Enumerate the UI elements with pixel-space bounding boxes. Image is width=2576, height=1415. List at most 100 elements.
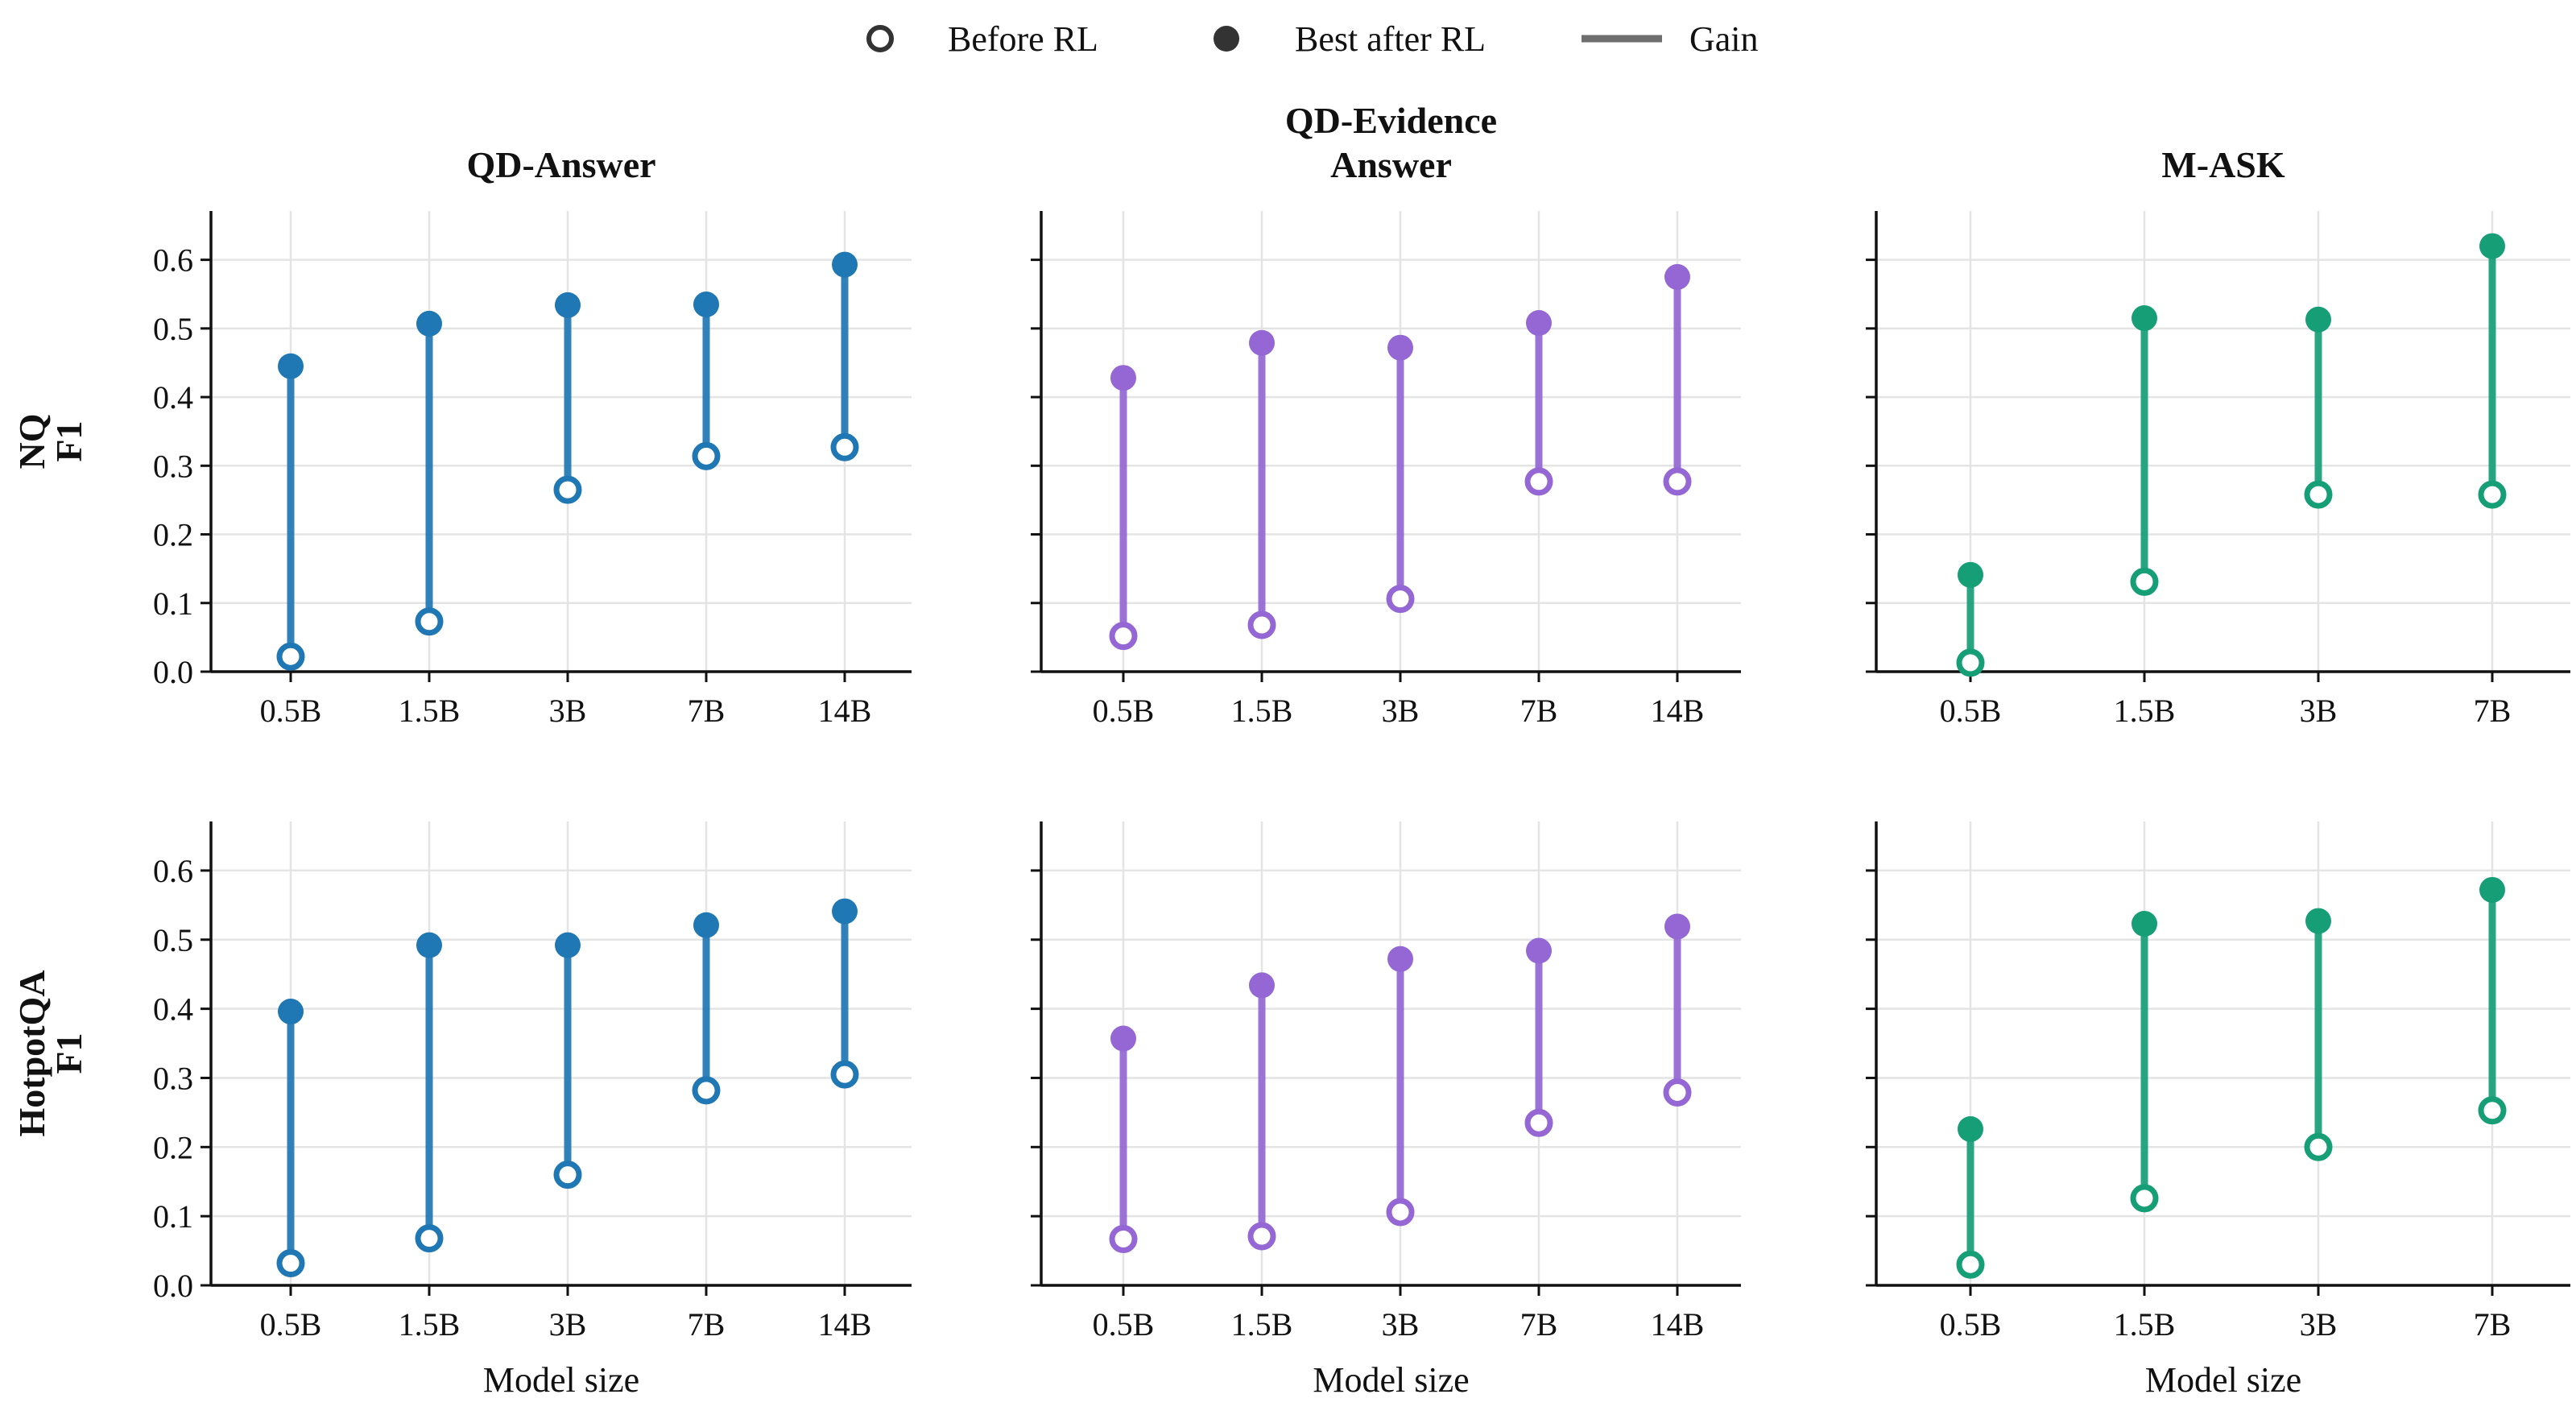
before-rl-point-3b [2304, 1132, 2333, 1161]
best-after-rl-point-1-5b [2132, 305, 2157, 332]
x-tick-label: 0.5B [1940, 693, 2002, 729]
best-after-rl-point-14b [832, 898, 858, 925]
y-tick-label: 0.1 [153, 585, 193, 622]
legend-filled-circle-icon [1214, 26, 1239, 52]
x-tick-label: 7B [1520, 1306, 1558, 1343]
before-rl-point-3b [1386, 585, 1415, 614]
before-rl-point-0-5b [1956, 1250, 1985, 1279]
before-rl-point-1-5b [2130, 567, 2159, 596]
y-tick-label: 0.3 [153, 1060, 193, 1096]
x-tick-label: 1.5B [1231, 1306, 1293, 1343]
x-tick-label: 3B [549, 1306, 587, 1343]
before-rl-point-1-5b [415, 1224, 444, 1253]
best-after-rl-point-7b [693, 292, 719, 318]
before-rl-point-0-5b [1109, 622, 1138, 651]
y-tick-label: 0.6 [153, 853, 193, 889]
best-after-rl-point-14b [1664, 913, 1690, 940]
before-rl-point-14b [830, 1060, 859, 1089]
best-after-rl-point-7b [2479, 233, 2505, 259]
y-tick-label: 0.5 [153, 922, 193, 958]
before-rl-point-0-5b [276, 1249, 305, 1278]
before-rl-point-7b [1524, 1108, 1553, 1137]
x-tick-label: 3B [549, 693, 587, 729]
before-rl-point-7b [692, 1076, 721, 1105]
before-rl-point-3b [553, 475, 582, 504]
column-title: QD-Answer [466, 144, 655, 185]
best-after-rl-point-1-5b [2132, 911, 2157, 937]
before-rl-point-1-5b [1247, 1222, 1276, 1251]
best-after-rl-point-3b [1387, 945, 1413, 972]
before-rl-point-1-5b [1247, 610, 1276, 639]
best-after-rl-point-3b [555, 932, 581, 958]
x-tick-label: 1.5B [2114, 1306, 2176, 1343]
best-after-rl-point-14b [1664, 263, 1690, 290]
legend-label: Gain [1689, 19, 1759, 59]
y-tick-label: 0.5 [153, 311, 193, 347]
best-after-rl-point-3b [2305, 908, 2331, 934]
x-tick-label: 1.5B [399, 1306, 461, 1343]
legend: Before RL Best after RL Gain [866, 19, 1759, 59]
before-rl-point-3b [1386, 1198, 1415, 1227]
column-title: M-ASK [2161, 144, 2285, 185]
x-tick-label: 0.5B [1093, 693, 1155, 729]
row-label-line: F1 [48, 420, 89, 461]
x-tick-label: 14B [1651, 693, 1705, 729]
x-tick-label: 0.5B [260, 1306, 322, 1343]
x-tick-label: 14B [818, 693, 872, 729]
x-tick-label: 7B [2474, 1306, 2512, 1343]
before-rl-point-7b [2478, 480, 2507, 509]
before-rl-point-14b [1663, 1078, 1692, 1107]
x-tick-label: 7B [1520, 693, 1558, 729]
panel-hotpotqa-f1-m-ask: 0.5B 1.5B 3B 7B Model size [1866, 821, 2570, 1400]
x-tick-label: 0.5B [1940, 1306, 2002, 1343]
x-tick-label: 1.5B [2114, 693, 2176, 729]
before-rl-point-7b [2478, 1096, 2507, 1125]
best-after-rl-point-0-5b [278, 353, 304, 379]
best-after-rl-point-0-5b [278, 999, 304, 1025]
best-after-rl-point-1-5b [416, 932, 442, 958]
row-label-line: F1 [48, 1032, 89, 1074]
best-after-rl-point-1-5b [416, 310, 442, 337]
x-tick-label: 7B [2474, 693, 2512, 729]
before-rl-point-14b [1663, 467, 1692, 496]
x-tick-label: 7B [688, 693, 726, 729]
legend-item-gain: Gain [1582, 19, 1759, 59]
panel-nq-f1-qd-answer: 0.0 0.1 0.2 0.3 0.4 0.5 0.6 0.5B 1.5B 3B 7B 14B [153, 211, 912, 729]
panel-hotpotqa-f1-qd-answer: 0.0 0.1 0.2 0.3 0.4 0.5 0.6 0.5B 1.5B 3B 7B 14B Mode… [153, 821, 912, 1400]
best-after-rl-point-0-5b [1958, 561, 1983, 588]
x-tick-label: 1.5B [399, 693, 461, 729]
row-label-line: HotpotQA [11, 970, 52, 1137]
y-tick-label: 0.4 [153, 991, 193, 1028]
best-after-rl-point-14b [832, 251, 858, 278]
legend-label: Best after RL [1295, 19, 1486, 59]
x-tick-label: 3B [2300, 1306, 2338, 1343]
best-after-rl-point-7b [1526, 937, 1552, 964]
y-tick-label: 0.1 [153, 1198, 193, 1235]
x-tick-label: 14B [818, 1306, 872, 1343]
panels: 0.00.10.20.30.40.50.60.5B 1.5B 3B 7B 14B 0.5B… [153, 211, 2570, 1400]
x-tick-label: 3B [1382, 1306, 1420, 1343]
best-after-rl-point-1-5b [1249, 972, 1275, 999]
before-rl-point-7b [1524, 467, 1553, 496]
x-axis-label: Model size [1313, 1360, 1469, 1400]
y-tick-label: 0.0 [153, 1268, 193, 1304]
before-rl-point-1-5b [415, 607, 444, 636]
column-title: QD-Evidence [1285, 100, 1497, 141]
x-tick-label: 1.5B [1231, 693, 1293, 729]
legend-item-before-rl: Before RL [866, 19, 1098, 59]
before-rl-point-0-5b [1109, 1224, 1138, 1253]
x-tick-label: 0.5B [260, 693, 322, 729]
best-after-rl-point-0-5b [1110, 365, 1136, 391]
row-label-line: NQ [11, 414, 52, 470]
panel-nq-f1-m-ask: 0.5B 1.5B 3B 7B [1866, 211, 2570, 729]
column-title: Answer [1330, 144, 1452, 185]
y-tick-label: 0.4 [153, 379, 193, 416]
x-tick-label: 3B [1382, 693, 1420, 729]
panel-nq-f1-qd-evidence-answer: 0.5B 1.5B 3B 7B 14B [1031, 211, 1741, 729]
x-tick-label: 3B [2300, 693, 2338, 729]
best-after-rl-point-7b [1526, 310, 1552, 337]
before-rl-point-0-5b [276, 642, 305, 671]
